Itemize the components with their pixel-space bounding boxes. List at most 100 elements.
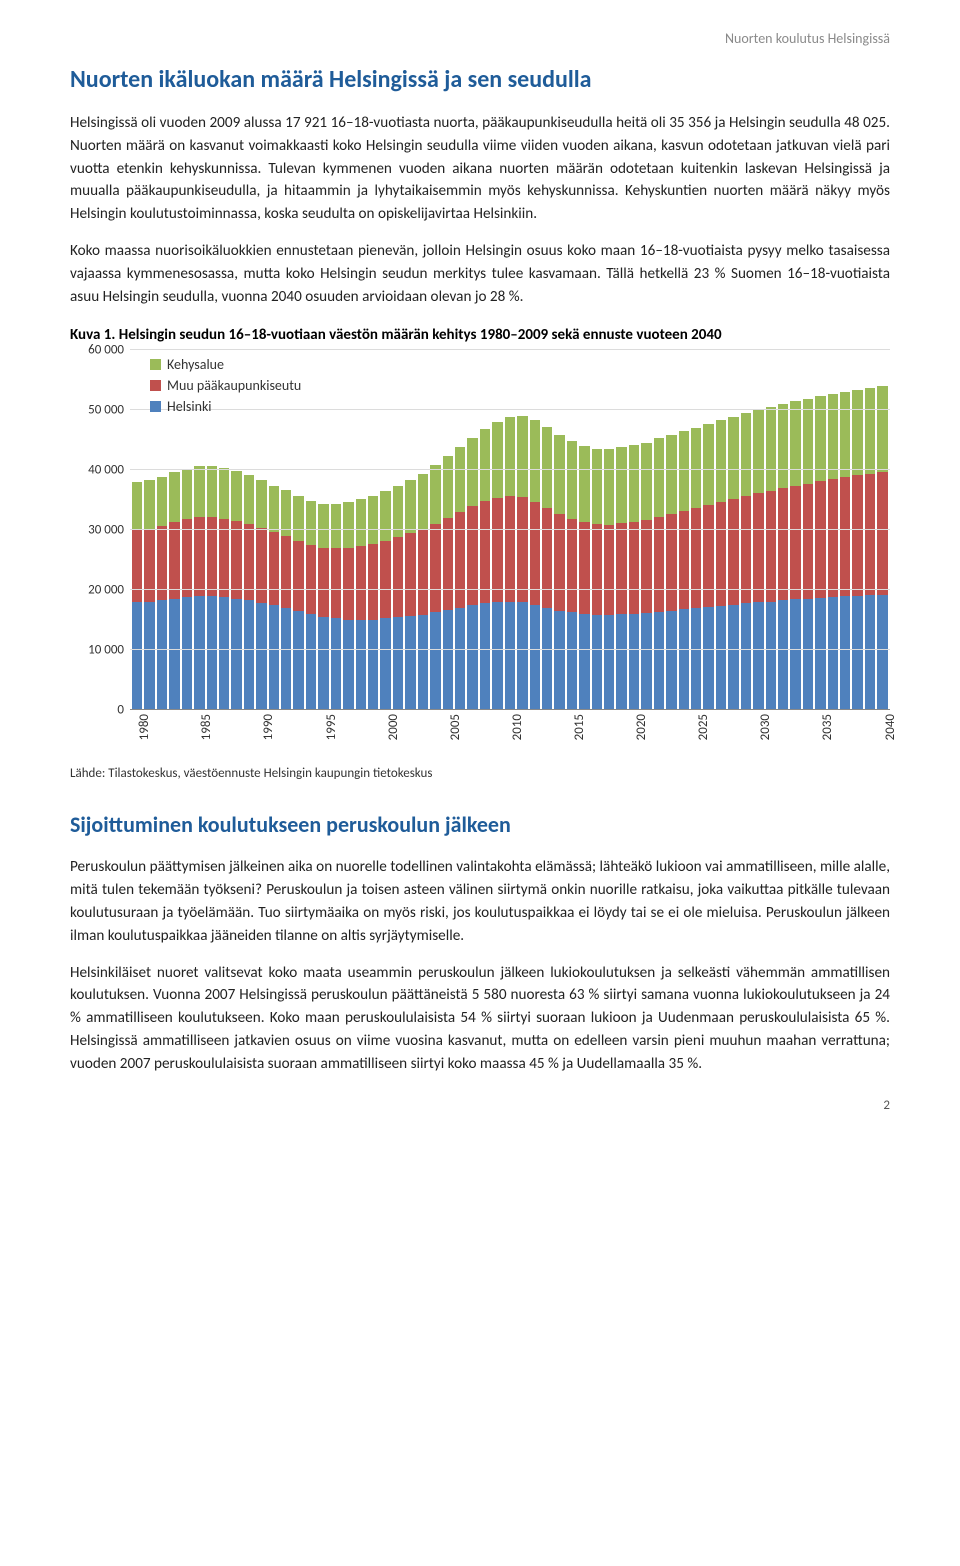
bar-segment-kehys: [132, 482, 142, 530]
bar-segment-kehys: [766, 407, 776, 491]
bar-segment-muupks: [679, 511, 689, 610]
bar-segment-kehys: [443, 456, 453, 518]
section-title-1: Nuorten ikäluokan määrä Helsingissä ja s…: [70, 65, 890, 94]
x-tick-cell: [293, 710, 303, 760]
bar-segment-muupks: [492, 498, 502, 602]
bar-column: [679, 350, 689, 709]
bar-segment-muupks: [281, 536, 291, 608]
x-tick-cell: [306, 710, 316, 760]
x-tick-cell: [405, 710, 415, 760]
x-tick-cell: [703, 710, 713, 760]
bar-segment-kehys: [480, 429, 490, 501]
bar-column: [443, 350, 453, 709]
y-tick-label: 0: [117, 703, 124, 718]
bar-segment-muupks: [293, 541, 303, 611]
bar-column: [604, 350, 614, 709]
bar-segment-muupks: [331, 548, 341, 618]
bar-segment-muupks: [790, 486, 800, 600]
bar-segment-helsinki: [753, 602, 763, 709]
y-tick-label: 30 000: [88, 523, 124, 538]
bar-column: [654, 350, 664, 709]
legend-row: Kehysalue: [150, 356, 301, 373]
bar-segment-muupks: [132, 530, 142, 602]
bar-segment-kehys: [554, 435, 564, 514]
x-tick-cell: [641, 710, 651, 760]
legend-swatch: [150, 380, 161, 391]
x-tick-cell: 2035: [815, 710, 825, 760]
x-tick-cell: [169, 710, 179, 760]
legend-label: Kehysalue: [167, 356, 224, 373]
paragraph-4: Helsinkiläiset nuoret valitsevat koko ma…: [70, 962, 890, 1076]
bar-column: [803, 350, 813, 709]
x-tick-cell: [144, 710, 154, 760]
x-tick-cell: 1995: [318, 710, 328, 760]
bar-segment-helsinki: [790, 599, 800, 709]
bar-segment-helsinki: [480, 603, 490, 709]
paragraph-3: Peruskoulun päättymisen jälkeinen aika o…: [70, 856, 890, 947]
bar-column: [393, 350, 403, 709]
x-tick-cell: [492, 710, 502, 760]
bar-segment-kehys: [343, 502, 353, 547]
x-tick-cell: [679, 710, 689, 760]
x-tick-cell: 2040: [877, 710, 887, 760]
bar-segment-kehys: [579, 446, 589, 522]
bar-segment-muupks: [455, 512, 465, 608]
bar-segment-helsinki: [244, 600, 254, 709]
bar-column: [666, 350, 676, 709]
bar-segment-kehys: [356, 499, 366, 546]
bar-segment-kehys: [641, 443, 651, 520]
y-tick-label: 40 000: [88, 463, 124, 478]
bar-column: [492, 350, 502, 709]
bar-column: [877, 350, 887, 709]
x-tick-cell: [616, 710, 626, 760]
bar-segment-kehys: [182, 469, 192, 519]
bar-segment-kehys: [430, 465, 440, 524]
bar-segment-helsinki: [467, 605, 477, 709]
bar-segment-kehys: [691, 428, 701, 508]
x-tick-cell: [766, 710, 776, 760]
bar-column: [790, 350, 800, 709]
bar-segment-kehys: [778, 404, 788, 488]
bar-column: [368, 350, 378, 709]
bar-segment-helsinki: [691, 608, 701, 709]
x-tick-cell: [368, 710, 378, 760]
bar-segment-kehys: [368, 496, 378, 544]
bar-segment-helsinki: [207, 596, 217, 710]
bar-segment-helsinki: [629, 614, 639, 710]
chart-area: KehysalueMuu pääkaupunkiseutuHelsinki 01…: [70, 350, 890, 710]
bar-segment-muupks: [368, 544, 378, 619]
bar-segment-muupks: [256, 528, 266, 603]
bar-segment-muupks: [629, 522, 639, 614]
y-tick-label: 50 000: [88, 403, 124, 418]
bar-segment-kehys: [380, 491, 390, 541]
y-tick-label: 20 000: [88, 583, 124, 598]
x-tick-cell: [530, 710, 540, 760]
bar-segment-muupks: [144, 529, 154, 602]
bar-segment-muupks: [567, 519, 577, 613]
bar-segment-helsinki: [815, 598, 825, 710]
bar-column: [455, 350, 465, 709]
x-tick-label: 2040: [883, 714, 898, 740]
bar-segment-kehys: [157, 477, 167, 526]
bar-segment-muupks: [592, 524, 602, 615]
bar-segment-kehys: [144, 480, 154, 528]
bar-column: [766, 350, 776, 709]
bar-segment-kehys: [492, 422, 502, 498]
x-tick-cell: [331, 710, 341, 760]
bar-segment-helsinki: [331, 618, 341, 709]
x-tick-cell: [182, 710, 192, 760]
bar-segment-muupks: [877, 472, 887, 595]
bar-segment-helsinki: [877, 595, 887, 710]
x-tick-cell: [654, 710, 664, 760]
bar-segment-kehys: [467, 438, 477, 506]
bar-segment-helsinki: [281, 608, 291, 710]
bar-segment-helsinki: [393, 617, 403, 709]
bar-segment-muupks: [182, 519, 192, 597]
bar-segment-helsinki: [703, 607, 713, 709]
bar-segment-muupks: [393, 537, 403, 617]
bar-column: [778, 350, 788, 709]
x-tick-cell: [542, 710, 552, 760]
bar-segment-helsinki: [728, 605, 738, 710]
bar-segment-kehys: [852, 390, 862, 476]
bar-column: [691, 350, 701, 709]
